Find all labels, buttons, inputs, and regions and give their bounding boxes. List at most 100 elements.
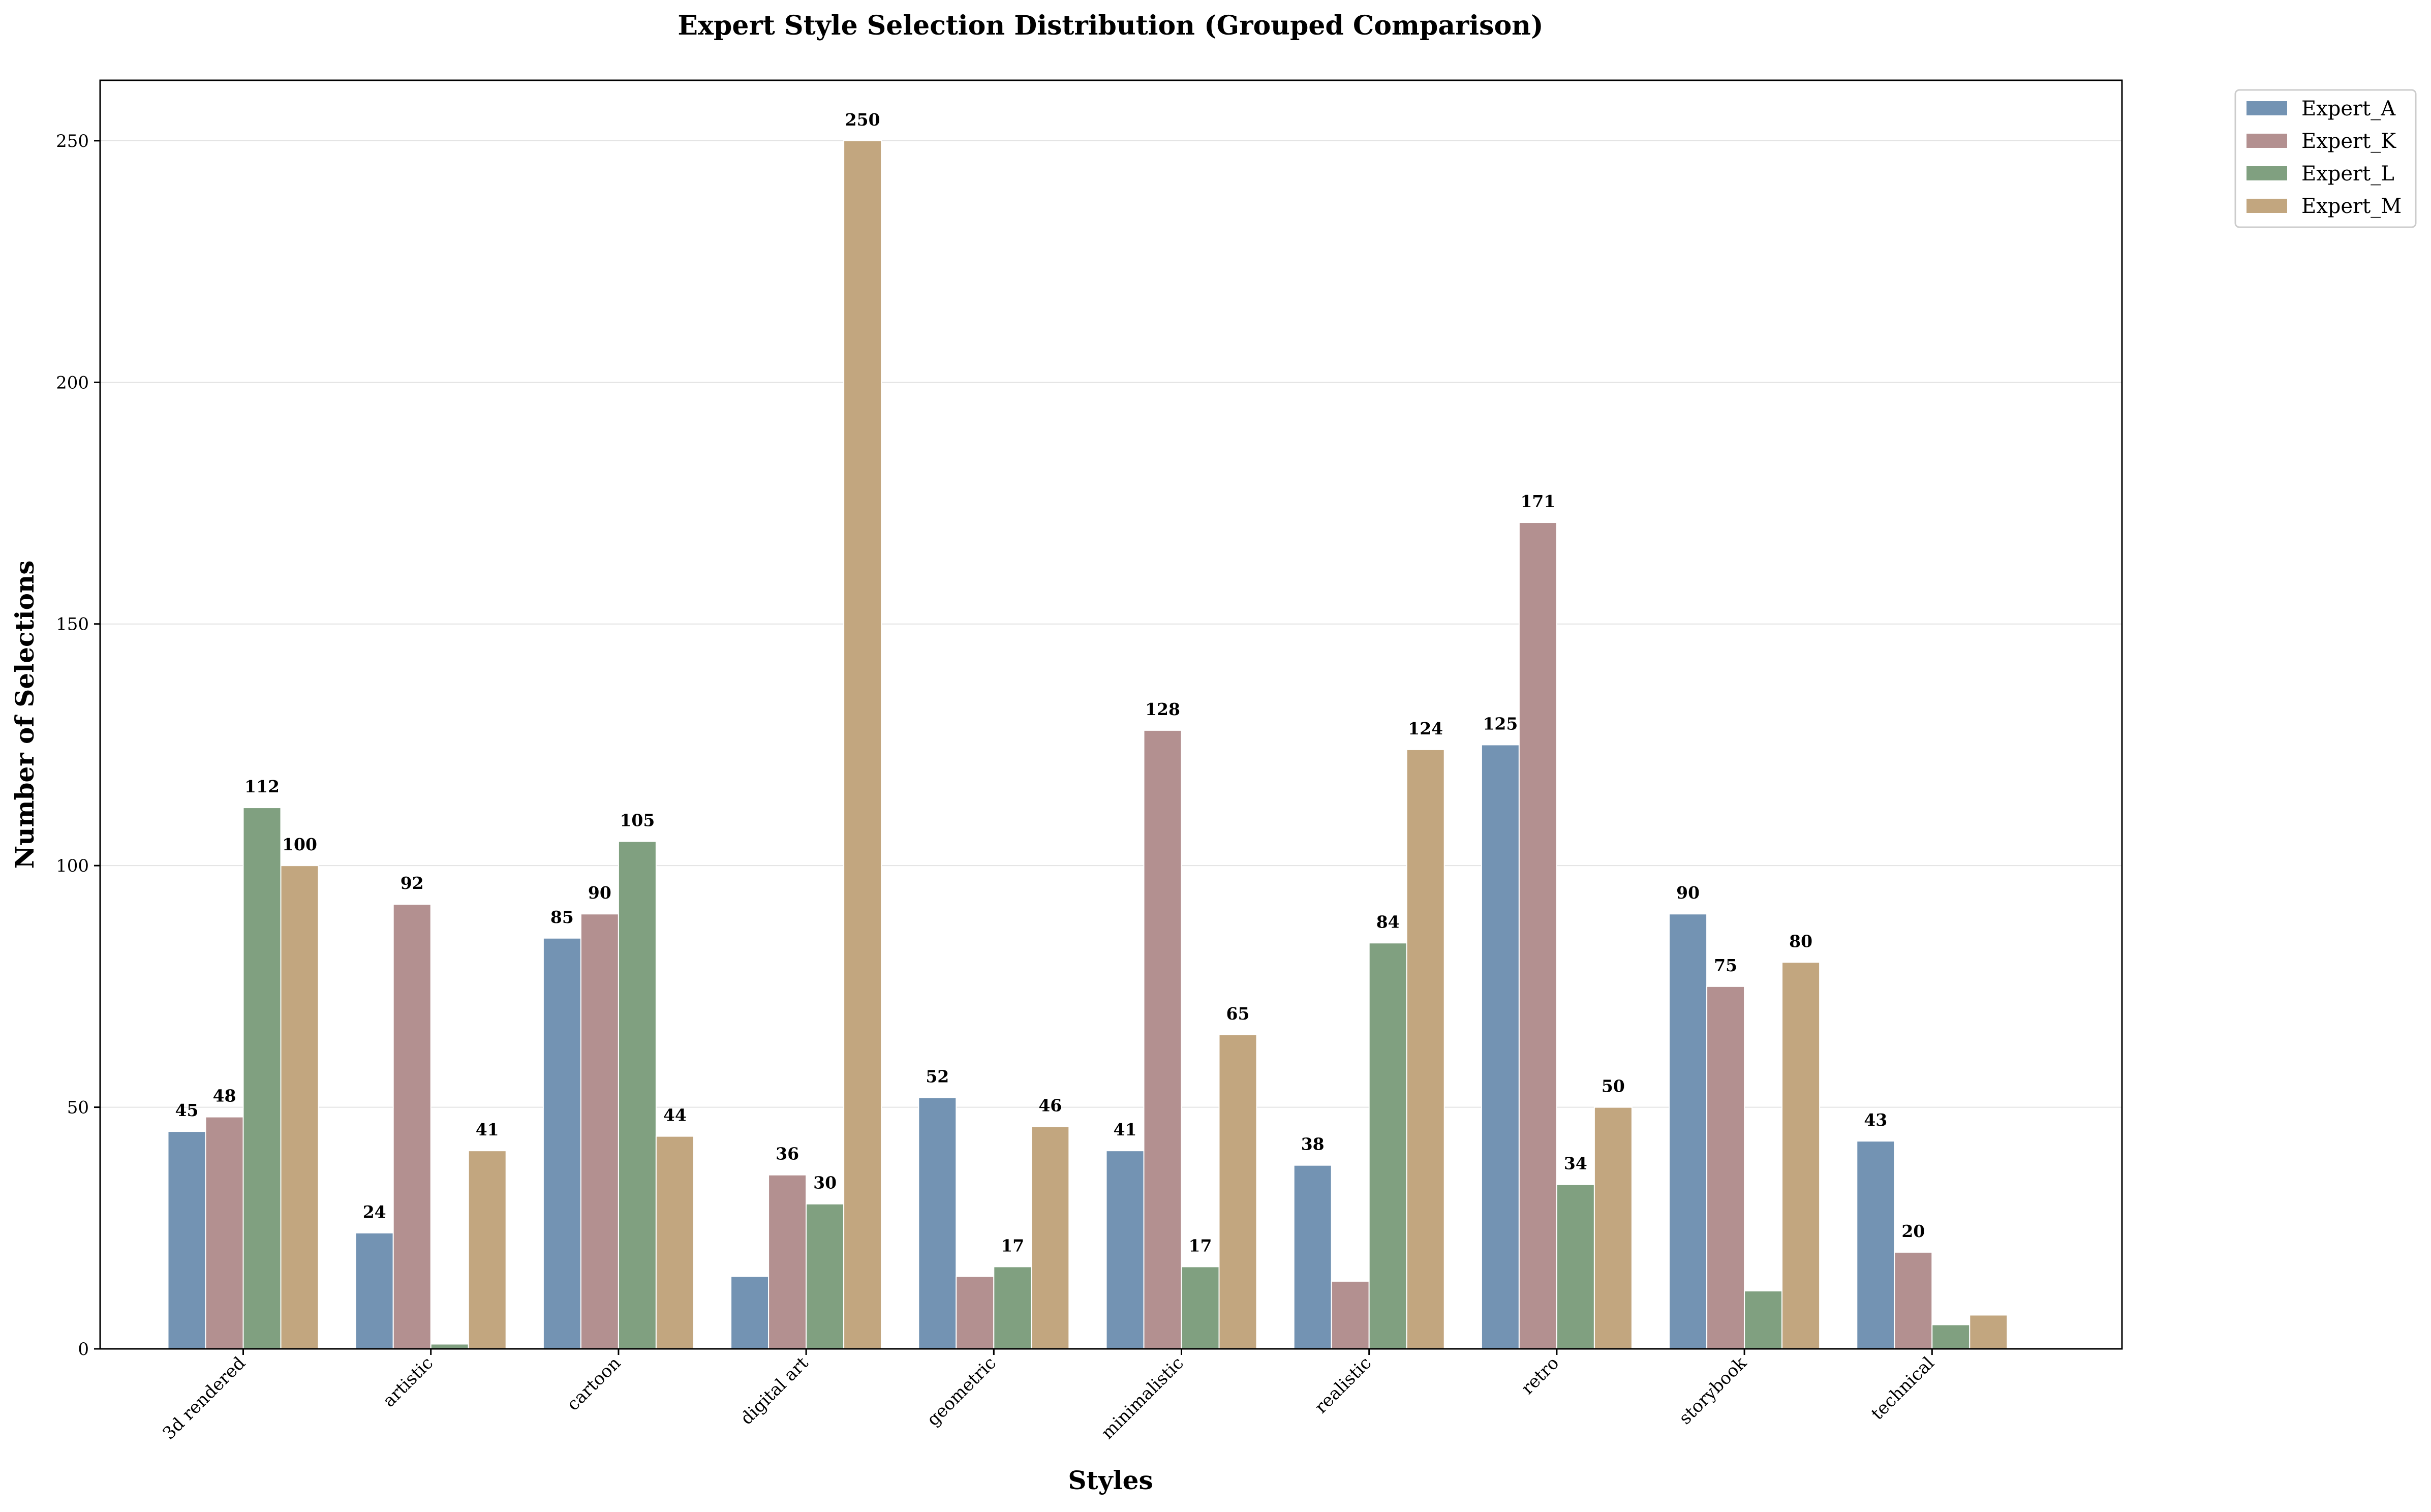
value-label-expert-k-digital-art: 36 [776, 1144, 799, 1164]
x-tick-label-cartoon: cartoon [563, 1353, 625, 1415]
value-label-expert-l-cartoon: 105 [620, 811, 655, 830]
value-label-expert-m-artistic: 41 [476, 1120, 499, 1139]
bar-expert-l-technical [1931, 1324, 1971, 1349]
bar-expert-k-cartoon [580, 913, 619, 1349]
bar-expert-a-minimalistic [1105, 1150, 1145, 1350]
bar-expert-k-digital-art [768, 1174, 807, 1349]
value-label-expert-a-artistic: 24 [363, 1202, 386, 1222]
bar-expert-m-retro [1593, 1106, 1633, 1350]
legend-label-expert-m: Expert_M [2301, 195, 2402, 218]
value-label-expert-m-minimalistic: 65 [1226, 1004, 1250, 1024]
bar-expert-m-geometric [1031, 1126, 1070, 1349]
bar-expert-l-retro [1556, 1184, 1595, 1349]
y-tick-label-2: 100 [56, 856, 89, 876]
x-tick-label-digital-art: digital art [736, 1353, 812, 1429]
bar-expert-a-storybook [1669, 913, 1708, 1349]
bar-expert-k-artistic [392, 904, 432, 1349]
x-tick-label-technical: technical [1867, 1353, 1938, 1424]
x-tick-label-retro: retro [1518, 1353, 1563, 1399]
x-tick-label-realistic: realistic [1311, 1353, 1375, 1417]
bar-expert-k-realistic [1331, 1280, 1370, 1349]
bar-expert-a-realistic [1293, 1164, 1332, 1350]
legend-swatch-expert-m [2247, 199, 2287, 213]
bar-expert-k-retro [1518, 522, 1557, 1349]
y-axis: 0 50 100 150 200 250 [56, 131, 100, 1360]
x-tick-label-3d-rendered: 3d rendered [159, 1353, 250, 1444]
value-label-expert-l-retro: 34 [1564, 1154, 1587, 1174]
value-label-expert-l-minimalistic: 17 [1189, 1236, 1212, 1255]
bar-expert-k-3d-rendered [205, 1116, 244, 1350]
bar-expert-l-realistic [1368, 942, 1407, 1349]
value-labels: 45 24 85 52 41 38 125 90 43 48 92 90 36 128 171 75 20 112… [175, 110, 1925, 1255]
bar-expert-m-storybook [1781, 962, 1821, 1350]
value-label-expert-m-3d-rendered: 100 [282, 835, 317, 854]
legend-swatch-expert-l [2247, 166, 2287, 180]
bar-expert-a-technical [1856, 1140, 1895, 1349]
value-label-expert-k-minimalistic: 128 [1145, 699, 1180, 719]
bar-expert-m-minimalistic [1218, 1034, 1257, 1349]
value-label-expert-k-cartoon: 90 [588, 883, 611, 903]
bar-expert-m-digital-art [843, 140, 882, 1349]
value-label-expert-a-3d-rendered: 45 [175, 1100, 199, 1120]
value-label-expert-l-3d-rendered: 112 [244, 777, 280, 796]
x-tick-label-geometric: geometric [923, 1353, 1000, 1430]
value-label-expert-a-geometric: 52 [926, 1067, 949, 1087]
bar-expert-l-digital-art [806, 1203, 845, 1350]
value-label-expert-l-geometric: 17 [1001, 1236, 1024, 1255]
bar-expert-m-technical [1969, 1314, 2008, 1349]
bar-expert-k-storybook [1706, 985, 1745, 1350]
y-tick-label-0: 0 [78, 1339, 89, 1360]
bar-expert-a-artistic [355, 1232, 394, 1349]
legend-swatch-expert-k [2247, 134, 2287, 148]
value-label-expert-m-storybook: 80 [1789, 931, 1812, 951]
y-axis-label: Number of Selections [10, 561, 40, 869]
value-label-expert-m-retro: 50 [1602, 1076, 1625, 1096]
value-label-expert-a-minimalistic: 41 [1114, 1120, 1137, 1139]
x-tick-label-artistic: artistic [379, 1353, 437, 1411]
value-label-expert-l-digital-art: 30 [813, 1173, 837, 1193]
bar-expert-a-retro [1481, 744, 1520, 1349]
bar-expert-l-minimalistic [1181, 1266, 1220, 1349]
x-axis-label: Styles [1068, 1465, 1153, 1495]
value-label-expert-a-cartoon: 85 [550, 907, 574, 927]
value-label-expert-k-storybook: 75 [1714, 955, 1737, 975]
legend-label-expert-l: Expert_L [2301, 162, 2394, 186]
bar-expert-l-3d-rendered [242, 807, 282, 1349]
value-label-expert-k-3d-rendered: 48 [213, 1086, 236, 1106]
value-label-expert-a-retro: 125 [1483, 714, 1518, 733]
legend-label-expert-a: Expert_A [2301, 97, 2396, 120]
bar-expert-a-geometric [918, 1097, 957, 1349]
bar-expert-k-geometric [956, 1276, 995, 1349]
legend-swatch-expert-a [2247, 101, 2287, 115]
legend: Expert_A Expert_K Expert_L Expert_M [2234, 89, 2417, 228]
value-label-expert-k-retro: 171 [1520, 491, 1555, 511]
value-label-expert-k-artistic: 92 [401, 873, 424, 893]
bar-expert-l-geometric [993, 1266, 1032, 1349]
y-tick-label-1: 50 [67, 1098, 89, 1118]
x-axis: 3d rendered artistic cartoon digital art geo… [159, 1349, 1938, 1444]
y-tick-label-5: 250 [56, 131, 89, 151]
x-tick-label-storybook: storybook [1675, 1353, 1751, 1429]
bar-expert-m-realistic [1406, 749, 1445, 1349]
bar-expert-l-cartoon [618, 841, 657, 1349]
value-label-expert-a-technical: 43 [1864, 1110, 1887, 1130]
value-label-expert-m-geometric: 46 [1038, 1096, 1062, 1116]
bars [167, 140, 2008, 1350]
value-label-expert-l-realistic: 84 [1376, 912, 1400, 932]
bar-expert-m-3d-rendered [280, 865, 319, 1349]
bar-expert-k-technical [1894, 1251, 1933, 1350]
y-tick-label-4: 200 [56, 373, 89, 393]
legend-frame [2234, 89, 2417, 228]
value-label-expert-m-realistic: 124 [1408, 719, 1443, 738]
value-label-expert-m-digital-art: 250 [845, 110, 880, 130]
bar-expert-m-cartoon [655, 1135, 694, 1349]
bar-expert-a-cartoon [542, 937, 581, 1350]
chart-title: Expert Style Selection Distribution (Gro… [678, 10, 1543, 41]
value-label-expert-a-storybook: 90 [1676, 883, 1700, 903]
y-tick-label-3: 150 [56, 614, 89, 635]
bar-expert-k-minimalistic [1143, 729, 1182, 1349]
plot-frame [99, 79, 2123, 1350]
value-label-expert-k-technical: 20 [1901, 1221, 1925, 1241]
